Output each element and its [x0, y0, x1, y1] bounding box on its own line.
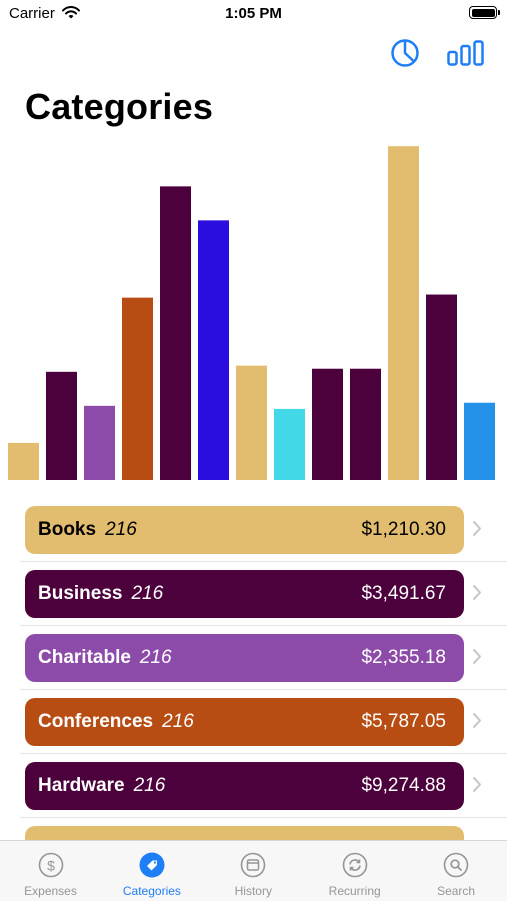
tab-bar: $ Expenses Categories History Recurring Searc…: [0, 840, 507, 901]
category-amount: $9,274.88: [361, 775, 446, 796]
status-time: 1:05 PM: [225, 5, 282, 22]
category-row[interactable]: Business 216 $3,491.67: [0, 562, 507, 626]
row-separator: [20, 817, 507, 818]
category-count: 216: [133, 775, 166, 796]
chart-bar: [160, 186, 191, 480]
tab-label: Expenses: [24, 884, 77, 898]
dollar-circle-icon: $: [38, 852, 64, 883]
category-pill[interactable]: Charitable 216 $2,355.18: [25, 634, 464, 682]
chart-bar: [198, 220, 229, 480]
tab-label: Recurring: [328, 884, 381, 898]
chart-bar: [350, 368, 381, 480]
category-bar-chart: [8, 146, 495, 480]
chart-bar: [122, 297, 153, 480]
category-row[interactable]: Books 216 $1,210.30: [0, 498, 507, 562]
chart-bar: [84, 405, 115, 480]
row-separator: [20, 689, 507, 690]
category-pill[interactable]: Hardware 216 $9,274.88: [25, 762, 464, 810]
calendar-circle-icon: [240, 852, 266, 883]
chevron-right-icon: [473, 713, 481, 728]
category-pill[interactable]: Business 216 $3,491.67: [25, 570, 464, 618]
category-count: 216: [162, 711, 194, 732]
tab-label: Categories: [122, 884, 181, 898]
chart-bar: [274, 408, 305, 480]
category-pill[interactable]: Conferences 216 $5,787.05: [25, 698, 464, 746]
category-pill[interactable]: Books 216 $1,210.30: [25, 506, 464, 554]
tag-circle-icon: [139, 852, 165, 883]
category-name: Conferences: [38, 711, 154, 732]
category-amount: $2,355.18: [361, 647, 446, 668]
category-row[interactable]: Charitable 216 $2,355.18: [0, 626, 507, 690]
chart-bar: [464, 402, 495, 480]
page-title: Categories: [25, 86, 214, 127]
category-list: Books 216 $1,210.30 Business 216 $3,491.67 Cha…: [0, 498, 507, 882]
pie-chart-button[interactable]: [388, 36, 422, 70]
tab-label: History: [234, 884, 272, 898]
tab-expenses[interactable]: $ Expenses: [0, 841, 101, 901]
category-name: Business: [38, 583, 123, 604]
chevron-right-icon: [473, 585, 481, 600]
chart-bar: [312, 368, 343, 480]
row-separator: [20, 753, 507, 754]
bar-chart-button[interactable]: [446, 36, 486, 70]
chart-bar: [426, 294, 457, 480]
tab-history[interactable]: History: [203, 841, 304, 901]
tab-categories[interactable]: Categories: [101, 841, 202, 901]
tab-label: Search: [437, 884, 476, 898]
category-name: Hardware: [38, 775, 125, 796]
category-row[interactable]: Conferences 216 $5,787.05: [0, 690, 507, 754]
tab-recurring[interactable]: Recurring: [304, 841, 405, 901]
chart-bar: [236, 365, 267, 480]
status-bar: Carrier 1:05 PM: [0, 0, 507, 30]
carrier-label: Carrier: [9, 5, 55, 22]
pie-chart-icon: [391, 39, 419, 67]
category-count: 216: [139, 647, 172, 668]
repeat-circle-icon: [342, 852, 368, 883]
chart-bar: [8, 442, 39, 480]
row-separator: [20, 625, 507, 626]
chart-bar: [388, 146, 419, 480]
chevron-right-icon: [473, 777, 481, 792]
row-separator: [20, 561, 507, 562]
bar-chart-icon: [447, 40, 484, 66]
category-count: 216: [105, 519, 137, 540]
category-amount: $3,491.67: [361, 583, 446, 604]
tab-search[interactable]: Search: [406, 841, 507, 901]
category-count: 216: [131, 583, 164, 604]
category-name: Charitable: [38, 647, 131, 668]
category-amount: $5,787.05: [361, 711, 446, 732]
chart-bar: [46, 371, 77, 480]
category-name: Books: [38, 519, 97, 540]
category-row[interactable]: Hardware 216 $9,274.88: [0, 754, 507, 818]
chevron-right-icon: [473, 649, 481, 664]
wifi-icon: [62, 6, 80, 24]
search-circle-icon: [443, 852, 469, 883]
battery-icon: [469, 6, 500, 19]
svg-text:$: $: [47, 858, 55, 874]
category-amount: $1,210.30: [361, 519, 446, 540]
chevron-right-icon: [473, 521, 481, 536]
